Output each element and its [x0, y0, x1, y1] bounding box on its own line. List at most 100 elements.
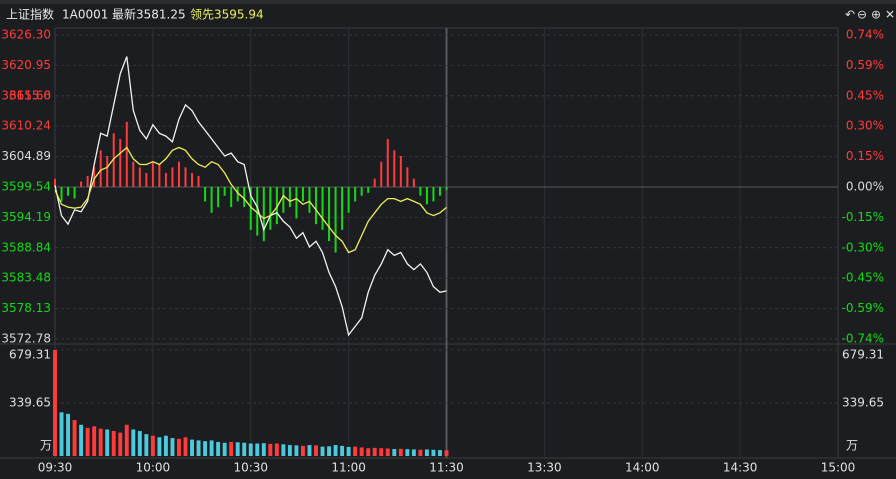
volume-bar	[203, 441, 208, 456]
volume-bar	[353, 446, 358, 456]
volume-bar	[405, 449, 410, 456]
volume-bar	[209, 440, 214, 456]
x-tick-label: 10:30	[233, 461, 268, 475]
volume-bar	[66, 413, 71, 456]
volume-tick-label: 679.31	[9, 348, 51, 362]
volume-bar	[444, 450, 449, 456]
volume-bar	[124, 424, 129, 456]
y2-tick-label: -0.15%	[842, 210, 884, 224]
volume-bar	[216, 441, 221, 456]
price-line	[54, 56, 447, 337]
y2-tick-label: -0.45%	[842, 271, 884, 285]
volume-bar	[300, 445, 305, 456]
volume-bar	[163, 435, 168, 456]
volume-bar	[392, 448, 397, 456]
undo-icon[interactable]: ↶	[845, 8, 855, 22]
volume-bar	[111, 431, 116, 456]
y-tick-label: 3578.13	[1, 301, 51, 315]
volume-bar	[183, 437, 188, 456]
volume-bar	[327, 446, 332, 456]
toolbar-strip	[0, 0, 896, 4]
volume-bar	[411, 449, 416, 456]
close-icon[interactable]: ✕	[885, 8, 895, 22]
volume-bar	[314, 445, 318, 456]
x-tick-label: 11:00	[331, 461, 366, 475]
volume-bar	[242, 442, 247, 456]
volume-tick-label: 339.65	[9, 396, 51, 410]
index-code: 1A0001	[62, 8, 108, 22]
x-tick-label: 13:30	[527, 461, 562, 475]
volume-bar	[72, 420, 77, 456]
volume-bar	[379, 448, 384, 456]
y-tick-label: 3599.54	[1, 180, 51, 194]
volume-bar	[261, 443, 266, 456]
volume-bar	[287, 445, 292, 456]
volume-bar	[398, 448, 403, 456]
volume-bar	[274, 443, 279, 456]
y2-tick-label: 0.00%	[846, 180, 884, 194]
y-tick-label: 3620.95	[1, 58, 51, 72]
volume-bar	[438, 450, 442, 456]
volume-bar	[144, 434, 149, 456]
volume-bar	[137, 431, 142, 456]
zoom-in-icon[interactable]: ⊕	[871, 8, 881, 22]
y-tick-label: 3583.48	[1, 271, 51, 285]
y-tick-label: 3572.78	[1, 332, 51, 346]
y-tick-label: 3626.30	[1, 28, 51, 42]
y2-tick-label: -0.59%	[842, 301, 884, 315]
volume-bar	[248, 443, 253, 456]
y2-tick-label: 0.15%	[846, 149, 884, 163]
volume-bar	[170, 438, 175, 456]
volume-bar	[431, 449, 436, 456]
volume-bar	[385, 448, 390, 456]
y-tick-label: 3594.19	[1, 210, 51, 224]
volume-bar	[92, 426, 97, 456]
y-tick-label: 3615.60	[1, 88, 51, 102]
lead-price: 领先3595.94	[190, 8, 264, 22]
y2-tick-label: 0.74%	[846, 28, 884, 42]
volume-bar	[190, 439, 194, 456]
volume-bar	[177, 438, 181, 456]
volume-bar	[235, 442, 240, 456]
volume-bar	[359, 447, 364, 456]
y2-tick-label: -0.30%	[842, 240, 884, 254]
y-tick-label: 3610.24	[1, 119, 51, 133]
volume-unit: 万	[846, 439, 858, 453]
volume-bar	[320, 446, 325, 456]
x-tick-label: 15:00	[821, 461, 856, 475]
y2-tick-label: 0.30%	[846, 119, 884, 133]
volume-bar	[340, 445, 345, 456]
volume-bar	[105, 429, 110, 456]
volume-bar	[281, 444, 286, 456]
volume-bar	[79, 424, 84, 456]
index-name: 上证指数	[6, 7, 54, 22]
x-tick-label: 09:30	[38, 461, 73, 475]
volume-bar	[424, 449, 429, 456]
price-line	[54, 146, 447, 254]
volume-bar	[366, 448, 371, 456]
volume-tick-label: 339.65	[842, 396, 884, 410]
volume-bar	[85, 427, 90, 456]
volume-bar	[418, 449, 423, 456]
volume-unit: 万	[40, 439, 52, 453]
volume-tick-label: 679.31	[842, 348, 884, 362]
volume-bar	[196, 440, 201, 456]
volume-bar	[229, 441, 234, 456]
x-tick-label: 10:00	[136, 461, 171, 475]
volume-bar	[59, 412, 64, 456]
y-tick-label: 3588.84	[1, 240, 51, 254]
volume-bar	[118, 432, 123, 456]
volume-bar	[268, 443, 273, 456]
zoom-out-icon[interactable]: ⊖	[857, 8, 867, 22]
latest-price: 最新3581.25	[112, 7, 186, 22]
volume-bar	[333, 445, 338, 456]
y2-tick-label: -0.74%	[842, 332, 884, 346]
y2-tick-label: 0.59%	[846, 58, 884, 72]
x-tick-label: 11:30	[429, 461, 464, 475]
x-tick-label: 14:30	[723, 461, 758, 475]
volume-bar	[150, 435, 155, 456]
volume-bar	[157, 437, 162, 456]
